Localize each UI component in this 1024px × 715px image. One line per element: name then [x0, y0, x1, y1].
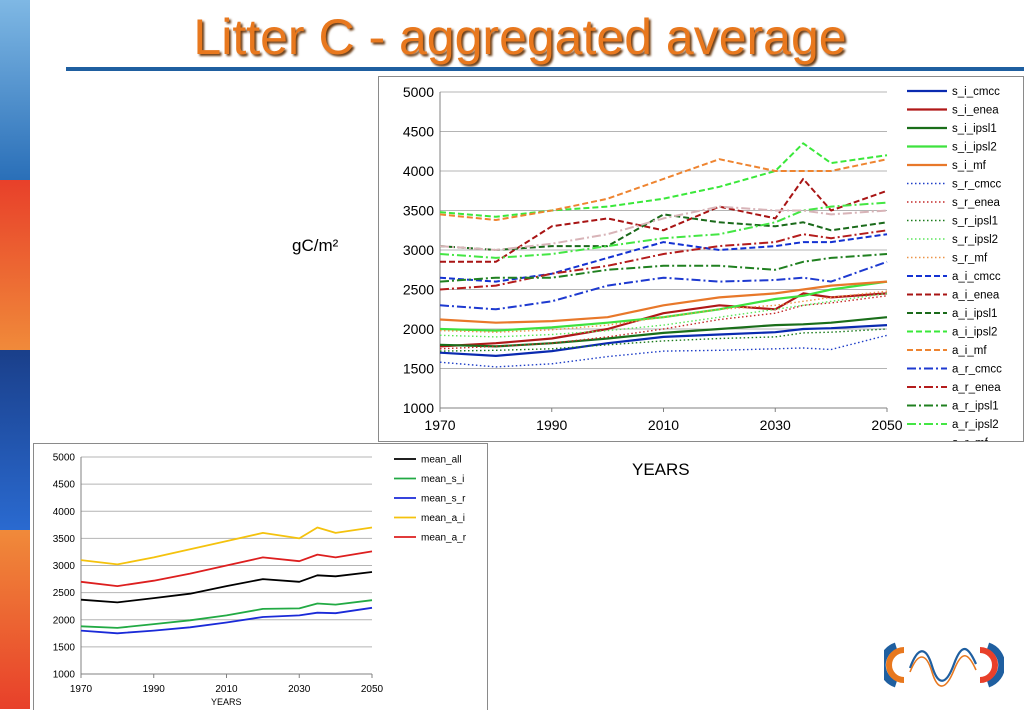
main-series-line-s_r_enea: [439, 295, 888, 350]
main-legend-label: s_i_cmcc: [952, 86, 1000, 98]
main-series-line-a_r_enea: [439, 229, 888, 291]
main-x-tick-label: 1970: [424, 417, 455, 433]
main-series-line-s_r_mf: [439, 290, 888, 333]
mean-x-tick-label: 2050: [361, 684, 384, 695]
strip-blue-top: [0, 0, 30, 180]
main-y-tick-label: 1500: [403, 360, 434, 376]
main-legend-label: s_r_ipsl1: [952, 216, 998, 228]
main-legend-label: s_r_enea: [952, 197, 1001, 209]
mean-y-tick-label: 2000: [53, 615, 76, 626]
main-series-line-a_r_mf: [439, 205, 888, 251]
main-series-line-s_r_cmcc: [439, 334, 888, 368]
strip-blue-mid: [0, 350, 30, 530]
mean-y-tick-label: 2500: [53, 588, 76, 599]
main-legend-label: a_r_mf: [952, 438, 989, 441]
main-series-line-a_i_ipsl1: [439, 213, 888, 251]
mean-legend-label: mean_a_i: [421, 513, 465, 524]
main-legend-label: a_r_cmcc: [952, 364, 1002, 376]
mean-series-line-mean_a_i: [80, 526, 373, 566]
mean-x-axis-label: YEARS: [211, 697, 242, 707]
mean-x-tick-label: 2030: [288, 684, 311, 695]
main-legend-label: s_i_ipsl2: [952, 142, 997, 154]
main-legend-label: a_i_enea: [952, 290, 1000, 302]
main-y-tick-label: 3500: [403, 202, 434, 218]
main-legend-label: s_r_ipsl2: [952, 234, 998, 246]
strip-red: [0, 180, 30, 350]
main-series-line-s_i_mf: [439, 280, 888, 324]
mean-legend-label: mean_all: [421, 455, 462, 466]
main-series-line-a_i_ipsl2: [439, 142, 888, 218]
mean-y-tick-label: 5000: [53, 453, 76, 464]
main-y-tick-label: 3000: [403, 242, 434, 258]
mean-x-tick-label: 2010: [215, 684, 238, 695]
slide-title: Litter C - aggregated average: [193, 9, 847, 65]
mean-legend-label: mean_s_i: [421, 474, 464, 485]
main-legend-label: a_r_ipsl2: [952, 419, 999, 431]
mean-y-tick-label: 4000: [53, 507, 76, 518]
main-x-tick-label: 1990: [536, 417, 567, 433]
mean-series-line-mean_s_r: [80, 606, 373, 635]
institution-logo: [884, 642, 1004, 688]
main-y-tick-label: 5000: [403, 84, 434, 100]
mean-y-tick-label: 3500: [53, 534, 76, 545]
main-series-line-s_i_cmcc: [439, 324, 888, 357]
mean-series-line-mean_all: [80, 571, 373, 604]
main-series-line-a_r_ipsl1: [439, 253, 888, 283]
main-y-axis-label: gC/m²: [292, 236, 339, 255]
mean-x-tick-label: 1970: [70, 684, 93, 695]
main-series-line-a_i_enea: [440, 177, 888, 263]
title-underline: [66, 67, 1024, 71]
main-x-tick-label: 2030: [760, 417, 791, 433]
main-series-line-a_i_cmcc: [439, 233, 888, 283]
main-series-line-a_r_cmcc: [439, 260, 888, 311]
main-legend-label: a_r_ipsl1: [952, 401, 999, 413]
mean-chart-panel: 1000 1500 2000 2500 3000 3500 4000 4500 5000 1970…: [33, 443, 488, 710]
main-chart-panel: 1000 1500 2000 2500 3000 3500 4000 4500 5000 1970…: [378, 76, 1024, 450]
main-legend-label: a_r_enea: [952, 382, 1001, 394]
mean-series-line-mean_a_r: [80, 550, 373, 588]
mean-y-tick-label: 4500: [53, 480, 76, 491]
main-legend-label: s_i_ipsl1: [952, 123, 997, 135]
main-legend-label: s_r_cmcc: [952, 179, 1001, 191]
main-series-line-s_i_ipsl1: [439, 316, 888, 348]
main-x-tick-label: 2010: [648, 417, 679, 433]
mean-chart: 1000 1500 2000 2500 3000 3500 4000 4500 5000 1970…: [53, 453, 467, 696]
mean-x-tick-label: 1990: [143, 684, 166, 695]
strip-orange-bottom: [0, 530, 30, 709]
mean-legend-label: mean_s_r: [421, 494, 466, 505]
main-x-axis-label: YEARS: [632, 460, 690, 479]
main-series-line-a_r_ipsl2: [439, 201, 888, 259]
main-x-tick-label: 2050: [871, 417, 902, 433]
main-legend-label: a_i_cmcc: [952, 271, 1001, 283]
mean-series-line-mean_s_i: [80, 599, 373, 629]
mean-y-tick-label: 1000: [53, 670, 76, 681]
mean-legend-label: mean_a_r: [421, 533, 467, 544]
main-legend-label: a_i_ipsl2: [952, 327, 997, 339]
side-color-strip: [0, 0, 30, 709]
main-series-line-s_i_enea: [439, 292, 888, 348]
main-legend-label: s_i_mf: [952, 160, 987, 172]
main-series-line-a_i_mf: [439, 158, 888, 221]
main-legend-label: s_r_mf: [952, 253, 988, 265]
main-chart: 1000 1500 2000 2500 3000 3500 4000 4500 5000 1970…: [403, 84, 1002, 450]
mean-y-tick-label: 1500: [53, 642, 76, 653]
main-series-line-s_r_ipsl2: [439, 292, 888, 338]
main-legend-label: s_i_enea: [952, 105, 999, 117]
main-y-tick-label: 2500: [403, 281, 434, 297]
main-legend-label: a_i_ipsl1: [952, 308, 997, 320]
main-y-tick-label: 1000: [403, 400, 434, 416]
main-y-tick-label: 4000: [403, 163, 434, 179]
main-y-tick-label: 4500: [403, 123, 434, 139]
main-legend-label: a_i_mf: [952, 345, 987, 357]
mean-y-tick-label: 3000: [53, 561, 76, 572]
main-y-tick-label: 2000: [403, 321, 434, 337]
